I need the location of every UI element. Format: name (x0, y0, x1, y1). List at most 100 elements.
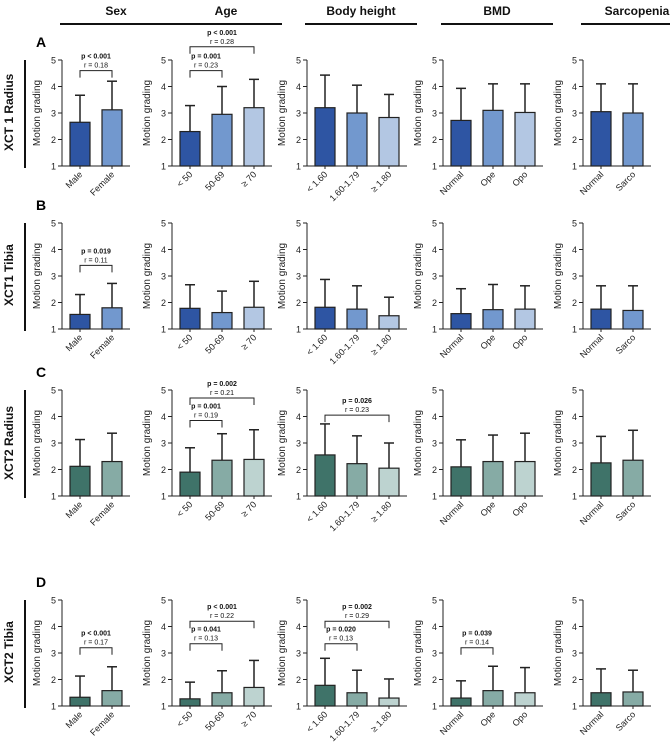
column-header: Age (170, 4, 282, 25)
bar-chart-panel: 1 2 3 4 5 Motion grading Normal Ope Opo (413, 386, 543, 527)
bar (378, 315, 400, 330)
bar (243, 306, 265, 330)
y-tick-label: 4 (432, 622, 437, 632)
y-tick-label: 5 (161, 596, 166, 606)
bar (482, 690, 504, 707)
bar (514, 111, 536, 167)
column-header-underline (170, 23, 282, 25)
x-tick-label: Ope (478, 499, 497, 518)
bar (450, 466, 472, 497)
y-axis-label: Motion grading (277, 80, 288, 146)
column-header-label: Age (214, 4, 238, 18)
y-tick-label: 1 (161, 492, 166, 502)
y-tick-label: 4 (161, 82, 166, 92)
y-tick-label: 5 (51, 56, 56, 66)
column-header-label: Sex (105, 4, 127, 18)
y-axis-label: Motion grading (413, 620, 424, 686)
bar (622, 112, 644, 167)
bar (482, 309, 504, 330)
p-value-label: p = 0.020 (326, 627, 356, 634)
y-tick-label: 5 (296, 596, 301, 606)
y-tick-label: 4 (51, 82, 56, 92)
bar (450, 697, 472, 707)
bar (211, 692, 233, 707)
bar (590, 111, 612, 167)
column-header: Sarcopenia (581, 4, 670, 25)
significance-bracket (324, 643, 358, 651)
y-axis-label: Motion grading (413, 243, 424, 309)
y-tick-label: 4 (296, 245, 301, 255)
bar (514, 692, 536, 707)
column-header-underline (60, 23, 172, 25)
effect-size-label: r = 0.28 (210, 39, 234, 46)
bar (346, 112, 368, 167)
row-label-line (24, 390, 26, 498)
y-tick-label: 3 (572, 439, 577, 449)
effect-size-label: r = 0.18 (84, 63, 108, 70)
y-axis-label: Motion grading (32, 80, 43, 146)
row-label: XCT 1 Radius (2, 73, 16, 152)
y-tick-label: 3 (432, 649, 437, 659)
y-tick-label: 3 (296, 439, 301, 449)
y-tick-label: 5 (432, 56, 437, 66)
significance-bracket (189, 70, 223, 78)
x-tick-label: 50-69 (203, 499, 226, 522)
effect-size-label: r = 0.19 (194, 412, 218, 419)
row-label-line (24, 60, 26, 168)
y-tick-label: 1 (572, 162, 577, 172)
y-tick-label: 1 (572, 702, 577, 712)
significance-bracket (324, 414, 390, 423)
y-tick-label: 3 (296, 272, 301, 282)
bar (101, 307, 123, 330)
bar (482, 460, 504, 497)
bar (590, 692, 612, 707)
y-tick-label: 4 (572, 622, 577, 632)
significance-bracket (189, 620, 255, 629)
significance-bracket (189, 643, 223, 651)
significance-bracket (79, 70, 113, 78)
x-tick-label: ≥ 1.80 (369, 709, 394, 734)
x-tick-label: 1.60-1.79 (327, 709, 361, 743)
bar (314, 684, 336, 707)
y-tick-label: 2 (432, 675, 437, 685)
x-tick-label: < 1.60 (304, 709, 329, 734)
y-tick-label: 3 (432, 109, 437, 119)
y-tick-label: 1 (161, 702, 166, 712)
y-tick-label: 5 (296, 56, 301, 66)
y-tick-label: 1 (296, 325, 301, 335)
bar-chart-panel: 1 2 3 4 5 Motion grading Male Female (32, 386, 130, 528)
y-tick-label: 4 (51, 622, 56, 632)
row-label-line (24, 223, 26, 331)
bar (69, 696, 91, 707)
y-tick-label: 2 (572, 465, 577, 475)
bar (211, 459, 233, 497)
column-header-underline (581, 23, 670, 25)
bar (69, 121, 91, 167)
significance-bracket (79, 264, 113, 273)
y-tick-label: 2 (296, 135, 301, 145)
effect-size-label: r = 0.13 (329, 636, 353, 643)
y-tick-label: 3 (161, 439, 166, 449)
y-axis-label: Motion grading (277, 410, 288, 476)
bar-chart-panel: 1 2 3 4 5 Motion grading Normal Sarco (553, 596, 651, 737)
bar (243, 107, 265, 167)
y-axis-label: Motion grading (142, 80, 153, 146)
column-header-label: Sarcopenia (604, 4, 670, 18)
effect-size-label: r = 0.23 (345, 407, 369, 414)
panel-letter: D (36, 574, 47, 590)
y-tick-label: 1 (432, 702, 437, 712)
column-header: Body height (305, 4, 417, 25)
y-tick-label: 2 (572, 298, 577, 308)
y-tick-label: 1 (51, 162, 56, 172)
x-tick-label: < 1.60 (304, 499, 329, 524)
x-tick-label: Normal (578, 709, 606, 737)
p-value-label: p < 0.001 (81, 631, 111, 638)
y-tick-label: 2 (51, 298, 56, 308)
y-tick-label: 1 (296, 162, 301, 172)
bar (314, 454, 336, 497)
bar (243, 686, 265, 707)
